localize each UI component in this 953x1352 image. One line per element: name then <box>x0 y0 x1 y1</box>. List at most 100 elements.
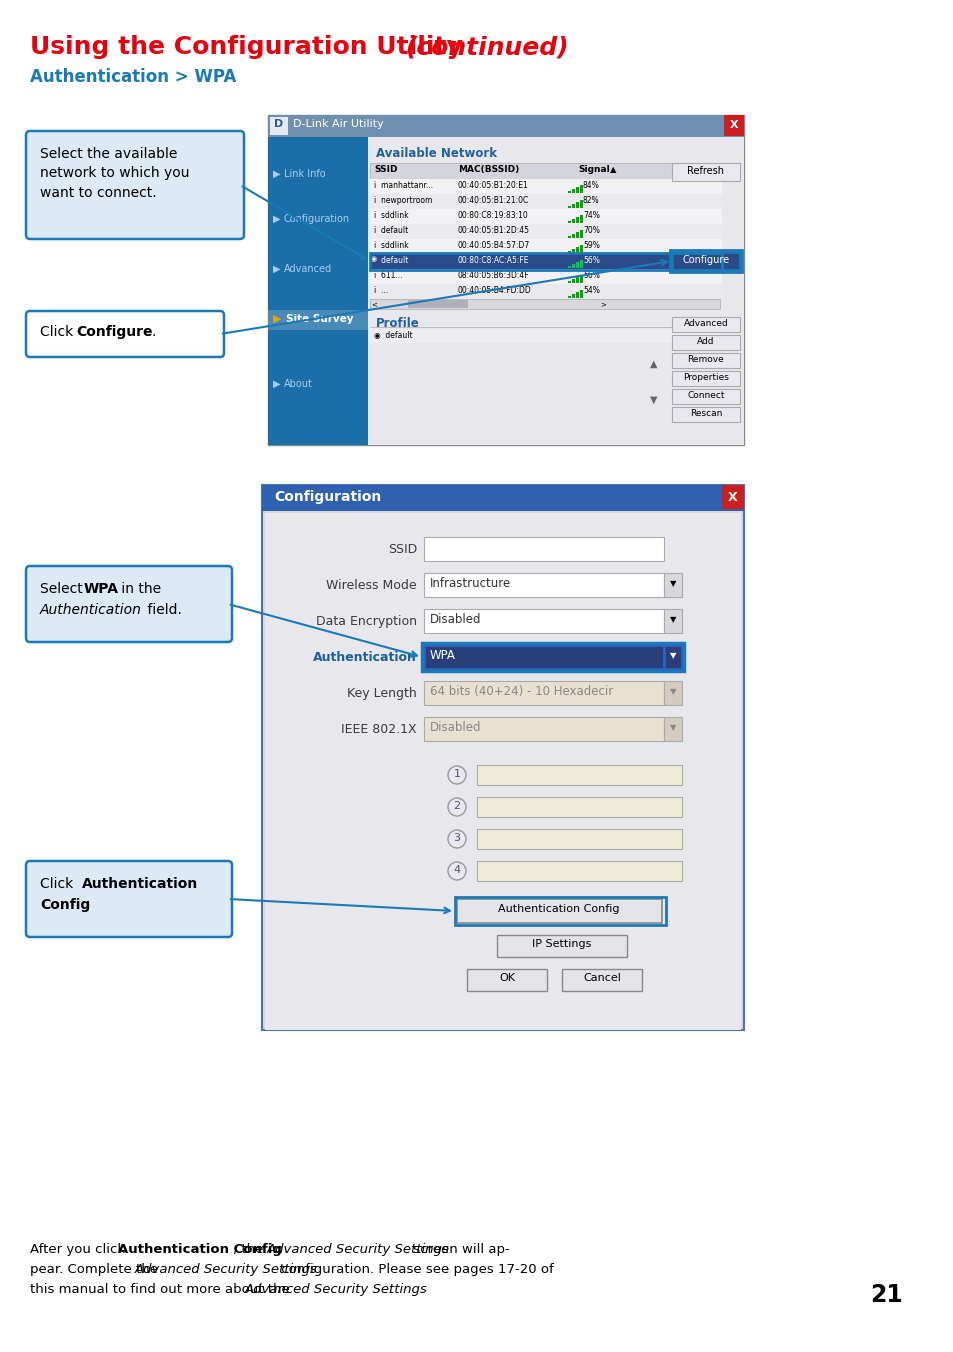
Bar <box>567 281 571 283</box>
Text: 00:40:05:B1:2D:45: 00:40:05:B1:2D:45 <box>457 226 530 235</box>
Text: i  sddlink: i sddlink <box>374 241 408 250</box>
Bar <box>421 644 683 671</box>
Bar <box>663 573 681 598</box>
Bar <box>370 284 721 299</box>
Bar <box>576 187 578 193</box>
Text: 3: 3 <box>453 833 460 844</box>
Text: Advanced Security Settings: Advanced Security Settings <box>134 1263 317 1276</box>
Bar <box>572 279 575 283</box>
Bar <box>663 717 681 741</box>
Bar <box>368 137 743 445</box>
Bar <box>268 310 368 330</box>
Text: 59%: 59% <box>582 241 599 250</box>
Bar <box>576 201 578 208</box>
Text: ▼: ▼ <box>669 579 676 588</box>
Bar <box>370 164 721 178</box>
Text: Rescan: Rescan <box>689 410 721 418</box>
Circle shape <box>448 767 465 784</box>
Bar <box>663 645 681 669</box>
Circle shape <box>448 830 465 848</box>
Bar <box>671 353 740 368</box>
Bar <box>476 829 681 849</box>
Bar <box>572 293 575 297</box>
Text: 00:80:C8:19:83:10: 00:80:C8:19:83:10 <box>457 211 528 220</box>
Text: Link Info: Link Info <box>284 169 325 178</box>
Bar <box>576 277 578 283</box>
Bar <box>423 537 663 561</box>
Text: Configuration: Configuration <box>274 489 381 504</box>
Bar <box>567 237 571 238</box>
Text: 74%: 74% <box>582 211 599 220</box>
Text: Disabled: Disabled <box>430 612 481 626</box>
FancyBboxPatch shape <box>26 131 244 239</box>
Text: .: . <box>152 324 156 339</box>
Bar <box>370 224 721 239</box>
Bar <box>456 899 661 923</box>
Bar <box>423 645 663 669</box>
Bar <box>579 200 582 208</box>
Bar <box>567 251 571 253</box>
Bar <box>576 247 578 253</box>
Text: 00:40:05:B4:57:D7: 00:40:05:B4:57:D7 <box>457 241 530 250</box>
Bar <box>455 896 665 925</box>
Text: ▶: ▶ <box>273 169 280 178</box>
Bar <box>671 316 740 333</box>
Text: Click: Click <box>40 324 77 339</box>
Text: Authentication Config: Authentication Config <box>497 904 619 914</box>
Text: 08:40:05:B6:3D:4F: 08:40:05:B6:3D:4F <box>457 270 529 280</box>
Text: Authentication: Authentication <box>82 877 198 891</box>
Bar <box>423 608 663 633</box>
Bar <box>579 215 582 223</box>
Text: ▶: ▶ <box>273 379 280 389</box>
Bar <box>567 191 571 193</box>
Text: 2: 2 <box>453 800 460 811</box>
Text: Configure: Configure <box>681 256 729 265</box>
Bar <box>370 299 720 310</box>
Text: 1: 1 <box>453 769 460 779</box>
Text: Configuration: Configuration <box>284 214 350 224</box>
Text: Wireless Mode: Wireless Mode <box>326 579 416 592</box>
FancyBboxPatch shape <box>26 311 224 357</box>
Bar <box>497 936 626 957</box>
Text: D-Link Air Utility: D-Link Air Utility <box>293 119 383 128</box>
Text: Add: Add <box>697 337 714 346</box>
Text: Remove: Remove <box>687 356 723 364</box>
Text: i  611...: i 611... <box>374 270 402 280</box>
Bar <box>671 335 740 350</box>
Bar <box>265 512 740 1030</box>
Bar <box>579 245 582 253</box>
Text: i  sddlink: i sddlink <box>374 211 408 220</box>
Text: 56%: 56% <box>582 256 599 265</box>
Text: MAC(BSSID): MAC(BSSID) <box>457 165 518 174</box>
Bar <box>567 220 571 223</box>
Circle shape <box>448 863 465 880</box>
Bar <box>579 230 582 238</box>
Bar <box>579 274 582 283</box>
Text: <: < <box>371 301 376 307</box>
Text: 00:40:05:B1:21:0C: 00:40:05:B1:21:0C <box>457 196 529 206</box>
Text: Config: Config <box>40 898 91 913</box>
Text: in the: in the <box>117 581 161 596</box>
Text: Connect: Connect <box>686 391 724 400</box>
Text: 56%: 56% <box>582 270 599 280</box>
Text: SSID: SSID <box>387 544 416 556</box>
Bar <box>268 115 743 137</box>
Text: 00:40:05:B1:20:E1: 00:40:05:B1:20:E1 <box>457 181 528 191</box>
Text: Select: Select <box>40 581 87 596</box>
Bar <box>671 164 740 181</box>
Bar <box>567 266 571 268</box>
Text: WPA: WPA <box>430 649 456 662</box>
Text: i  ...: i ... <box>374 287 388 295</box>
Bar <box>579 185 582 193</box>
Text: Signal: Signal <box>578 165 609 174</box>
Text: Click: Click <box>40 877 77 891</box>
Text: 82%: 82% <box>582 196 599 206</box>
Bar <box>579 260 582 268</box>
Text: 00:40:05:B4:FD:DD: 00:40:05:B4:FD:DD <box>457 287 531 295</box>
Text: Properties: Properties <box>682 373 728 383</box>
Bar <box>567 206 571 208</box>
Text: D: D <box>274 119 283 128</box>
Text: IP Settings: IP Settings <box>532 940 591 949</box>
Text: .: . <box>387 1283 392 1297</box>
Text: ▶: ▶ <box>273 314 281 324</box>
